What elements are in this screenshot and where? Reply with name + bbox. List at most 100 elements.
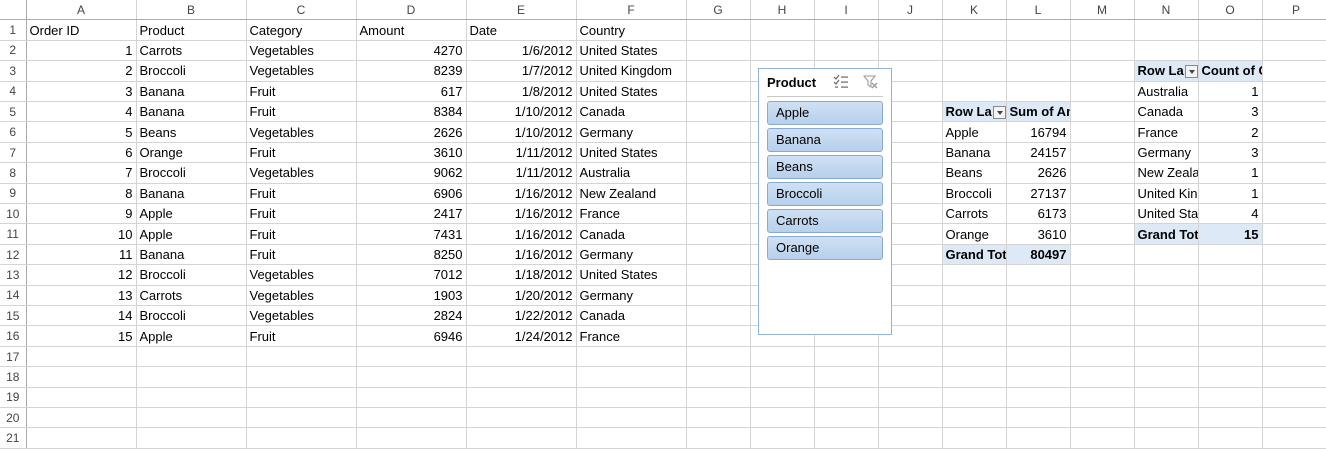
cell-e10[interactable]: 1/16/2012 [466,203,577,225]
cell-d9[interactable]: 6906 [356,183,467,205]
cell-k8[interactable]: Beans [942,162,1007,184]
cell-j5[interactable] [878,101,943,123]
cell-l18[interactable] [1006,366,1071,388]
row-header[interactable]: 16 [0,325,27,347]
cell-o13[interactable] [1198,264,1263,286]
cell-a4[interactable]: 3 [26,81,137,102]
cell-n13[interactable] [1134,264,1199,286]
cell-n16[interactable] [1134,325,1199,347]
cell-b11[interactable]: Apple [136,223,247,245]
cell-f19[interactable] [576,387,687,409]
cell-b7[interactable]: Orange [136,142,247,164]
cell-a20[interactable] [26,407,137,429]
column-header-f[interactable]: F [576,0,687,21]
cell-l19[interactable] [1006,387,1071,409]
cell-j17[interactable] [878,346,943,368]
row-header[interactable]: 3 [0,60,27,82]
cell-l12[interactable]: 80497 [1006,243,1071,266]
cell-k17[interactable] [942,346,1007,368]
cell-o19[interactable] [1198,387,1263,409]
cell-p1[interactable] [1262,19,1326,41]
cell-g3[interactable] [686,60,751,82]
cell-o9[interactable]: 1 [1198,183,1263,205]
cell-d20[interactable] [356,407,467,429]
cell-p7[interactable] [1262,142,1326,164]
row-header[interactable]: 6 [0,121,27,143]
cell-m20[interactable] [1070,407,1135,429]
column-header-k[interactable]: K [942,0,1007,21]
cell-j16[interactable] [878,325,943,347]
cell-i1[interactable] [814,19,879,41]
cell-p16[interactable] [1262,325,1326,347]
cell-b12[interactable]: Banana [136,244,247,266]
column-header-e[interactable]: E [466,0,577,21]
cell-l20[interactable] [1006,407,1071,429]
slicer-item-carrots[interactable]: Carrots [767,209,883,233]
cell-o5[interactable]: 3 [1198,101,1263,123]
cell-n6[interactable]: France [1134,121,1199,143]
cell-c1[interactable]: Category [246,19,357,41]
cell-d3[interactable]: 8239 [356,60,467,82]
cell-e6[interactable]: 1/10/2012 [466,121,577,143]
cell-f10[interactable]: France [576,203,687,225]
column-header-p[interactable]: P [1262,0,1326,21]
cell-a14[interactable]: 13 [26,285,137,307]
row-header[interactable]: 14 [0,285,27,307]
column-header-b[interactable]: B [136,0,247,21]
cell-c15[interactable]: Vegetables [246,305,357,327]
cell-f7[interactable]: United States [576,142,687,164]
column-header-m[interactable]: M [1070,0,1135,21]
cell-p5[interactable] [1262,101,1326,123]
cell-d10[interactable]: 2417 [356,203,467,225]
column-header-a[interactable]: A [26,0,137,21]
cell-e3[interactable]: 1/7/2012 [466,60,577,82]
row-header[interactable]: 8 [0,162,27,184]
cell-i20[interactable] [814,407,879,429]
slicer-item-banana[interactable]: Banana [767,128,883,152]
cell-j6[interactable] [878,121,943,143]
cell-k15[interactable] [942,305,1007,327]
cell-l11[interactable]: 3610 [1006,223,1071,245]
cell-k18[interactable] [942,366,1007,388]
column-header-n[interactable]: N [1134,0,1199,21]
cell-n9[interactable]: United Kin [1134,183,1199,205]
column-header-l[interactable]: L [1006,0,1071,21]
cell-d21[interactable] [356,427,467,449]
cell-o12[interactable] [1198,244,1263,266]
cell-j13[interactable] [878,264,943,286]
cell-l9[interactable]: 27137 [1006,183,1071,205]
cell-p20[interactable] [1262,407,1326,429]
cell-g18[interactable] [686,366,751,388]
cell-n5[interactable]: Canada [1134,101,1199,123]
cell-h2[interactable] [750,40,815,62]
cell-a13[interactable]: 12 [26,264,137,286]
cell-g4[interactable] [686,81,751,102]
cell-o2[interactable] [1198,40,1263,62]
cell-n14[interactable] [1134,285,1199,307]
cell-j7[interactable] [878,142,943,164]
row-header[interactable]: 17 [0,346,27,368]
cell-c17[interactable] [246,346,357,368]
cell-l15[interactable] [1006,305,1071,327]
cell-b3[interactable]: Broccoli [136,60,247,82]
cell-c9[interactable]: Fruit [246,183,357,205]
cell-c2[interactable]: Vegetables [246,40,357,62]
row-header[interactable]: 9 [0,183,27,205]
cell-f18[interactable] [576,366,687,388]
cell-o18[interactable] [1198,366,1263,388]
cell-l1[interactable] [1006,19,1071,41]
cell-k12[interactable]: Grand Tot [942,243,1007,266]
cell-c12[interactable]: Fruit [246,244,357,266]
cell-m15[interactable] [1070,305,1135,327]
cell-p9[interactable] [1262,183,1326,205]
cell-j3[interactable] [878,60,943,82]
cell-j9[interactable] [878,183,943,205]
cell-l10[interactable]: 6173 [1006,203,1071,225]
cell-j14[interactable] [878,285,943,307]
row-header[interactable]: 20 [0,407,27,429]
cell-h21[interactable] [750,427,815,449]
cell-j8[interactable] [878,162,943,184]
cell-a3[interactable]: 2 [26,60,137,82]
cell-g13[interactable] [686,264,751,286]
cell-m19[interactable] [1070,387,1135,409]
